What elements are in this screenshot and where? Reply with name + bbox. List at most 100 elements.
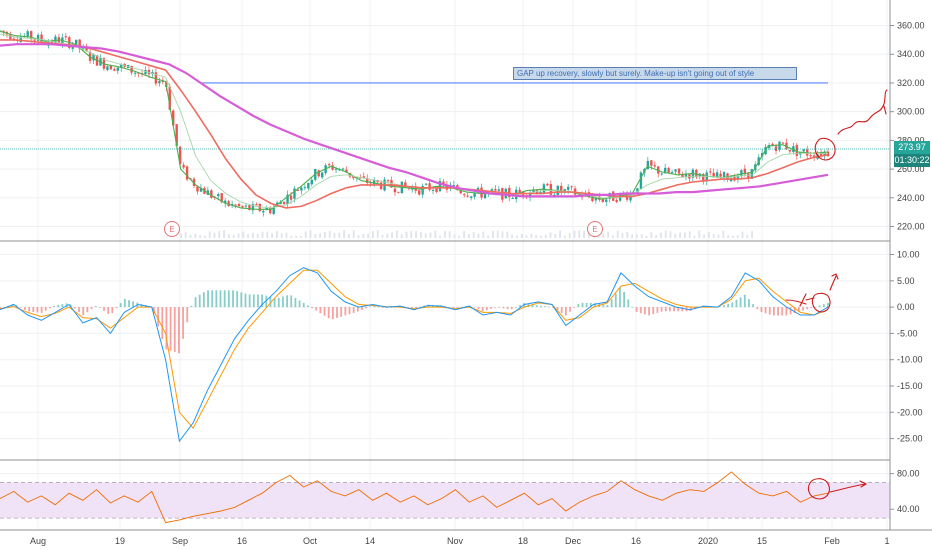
macd-histogram-bar [739, 297, 742, 308]
volume-bar [655, 235, 657, 238]
price-candle [393, 188, 397, 193]
price-candle [26, 31, 29, 37]
macd-histogram-bar [215, 290, 218, 308]
macd-histogram-bar [173, 307, 176, 352]
macd-histogram-bar [90, 307, 93, 310]
price-candle [182, 164, 185, 168]
price-candle [29, 31, 33, 40]
price-candle [78, 39, 81, 49]
volume-bar [448, 231, 451, 238]
price-candle [511, 197, 514, 199]
price-candle [750, 169, 753, 179]
macd-histogram-bar [515, 307, 517, 308]
price-candle [282, 201, 286, 204]
macd-histogram-bar [273, 298, 276, 308]
macd-histogram-bar [82, 307, 85, 316]
price-candle [549, 184, 553, 195]
price-candle [494, 189, 497, 191]
macd-histogram-bar [768, 307, 771, 315]
macd-histogram-bar [777, 307, 779, 316]
volume-bar [362, 233, 365, 238]
macd-histogram-bar [107, 307, 110, 314]
macd-histogram-bar [65, 303, 68, 308]
y-axis-tick-label: 360.00 [897, 21, 925, 31]
macd-histogram-bar [252, 294, 255, 308]
volume-bar [506, 231, 509, 238]
macd-histogram-bar [760, 307, 763, 313]
volume-bar [578, 230, 581, 238]
price-candle [722, 172, 726, 178]
macd-histogram-bar [415, 307, 417, 309]
annotation-note[interactable]: GAP up recovery, slowly but surely. Make… [513, 67, 797, 80]
macd-histogram-bar [544, 306, 546, 308]
macd-histogram-bar [773, 307, 775, 316]
volume-bar [708, 232, 710, 238]
last-price-value: 273.97 [898, 142, 926, 152]
price-ema-slow-line [0, 39, 829, 209]
volume-bar [400, 234, 403, 238]
macd-histogram-bar [827, 302, 829, 308]
macd-histogram-bar [373, 305, 376, 308]
volume-bar [453, 234, 456, 238]
price-candle [823, 151, 826, 157]
volume-bar [516, 235, 518, 238]
macd-histogram-bar [797, 307, 800, 312]
price-candle [747, 173, 750, 179]
volume-bar [607, 231, 609, 238]
macd-histogram-bar [219, 290, 222, 308]
macd-histogram-bar [589, 302, 592, 308]
volume-bar [736, 235, 739, 238]
price-candle [92, 54, 95, 61]
macd-histogram-bar [806, 307, 809, 310]
macd-histogram-bar [623, 291, 626, 308]
volume-bar [746, 234, 749, 238]
macd-histogram-bar [390, 307, 393, 308]
y-axis-tick-label: 340.00 [897, 49, 925, 59]
macd-arrow-head-drawing [831, 273, 839, 280]
price-candle [826, 151, 830, 157]
macd-histogram-bar [606, 305, 609, 308]
volume-bar [511, 234, 513, 238]
macd-histogram-bar [369, 306, 372, 308]
macd-histogram-bar [456, 307, 459, 309]
price-candle [120, 64, 123, 68]
macd-histogram-bar [781, 307, 784, 316]
volume-bar [463, 231, 465, 238]
volume-bar [348, 233, 350, 238]
volume-bar [415, 230, 417, 238]
volume-bar [396, 230, 398, 238]
price-candle [424, 183, 428, 185]
volume-bar [660, 232, 662, 238]
volume-bar [640, 234, 643, 238]
price-candle [767, 145, 771, 149]
price-candle [286, 194, 289, 205]
volume-bar [612, 235, 614, 238]
volume-bar [468, 234, 470, 238]
macd-histogram-bar [631, 307, 634, 308]
macd-histogram-bar [614, 293, 617, 308]
earnings-marker[interactable]: E [164, 221, 180, 237]
macd-histogram-bar [548, 306, 551, 308]
price-candle [712, 172, 715, 177]
macd-line [0, 267, 829, 443]
macd-histogram-bar [61, 304, 64, 308]
price-candle [241, 205, 244, 208]
price-candle [670, 172, 674, 174]
volume-bar [295, 235, 297, 238]
volume-bar [357, 234, 360, 238]
price-candle [435, 188, 438, 193]
volume-bar [688, 231, 691, 238]
macd-histogram-bar [277, 297, 280, 308]
volume-bar [376, 230, 379, 238]
macd-histogram-bar [165, 307, 168, 350]
volume-bar [314, 234, 317, 238]
macd-histogram-bar [315, 307, 318, 311]
volume-bar [271, 233, 273, 238]
earnings-marker[interactable]: E [587, 221, 603, 237]
macd-histogram-bar [119, 303, 122, 308]
price-candle [473, 192, 476, 197]
earnings-markers: E E [164, 221, 603, 237]
volume-bar [645, 235, 648, 238]
macd-histogram-bar [211, 290, 214, 308]
